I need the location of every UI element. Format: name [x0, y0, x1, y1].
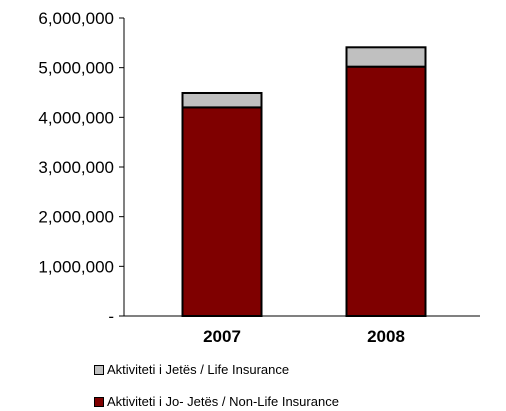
bar-non-life-insurance-2008: [345, 65, 427, 317]
bar-life-insurance-2008: [345, 46, 427, 68]
legend-label-life-insurance: Aktiviteti i Jetës / Life Insurance: [107, 362, 290, 377]
legend-label-non-life-insurance: Aktiviteti i Jo- Jetës / Non-Life Insura…: [107, 394, 339, 409]
y-tick-label: 4,000,000: [38, 108, 114, 127]
y-tick-label: 2,000,000: [38, 208, 114, 227]
y-tick-label: -: [108, 307, 114, 326]
y-tick-label: 5,000,000: [38, 59, 114, 78]
bar-non-life-insurance-2007: [181, 106, 263, 318]
y-tick-label: 3,000,000: [38, 158, 114, 177]
y-tick-label: 1,000,000: [38, 257, 114, 276]
legend-swatch-non-life-insurance: [94, 397, 104, 407]
bar-life-insurance-2007: [181, 91, 263, 109]
legend-swatch-life-insurance: [94, 365, 104, 375]
y-tick-label: 6,000,000: [38, 9, 114, 28]
x-category-label: 2007: [203, 327, 241, 346]
legend-item-non-life-insurance: Aktiviteti i Jo- Jetës / Non-Life Insura…: [94, 394, 339, 410]
x-category-label: 2008: [367, 327, 405, 346]
legend-item-life-insurance: Aktiviteti i Jetës / Life Insurance: [94, 362, 289, 378]
